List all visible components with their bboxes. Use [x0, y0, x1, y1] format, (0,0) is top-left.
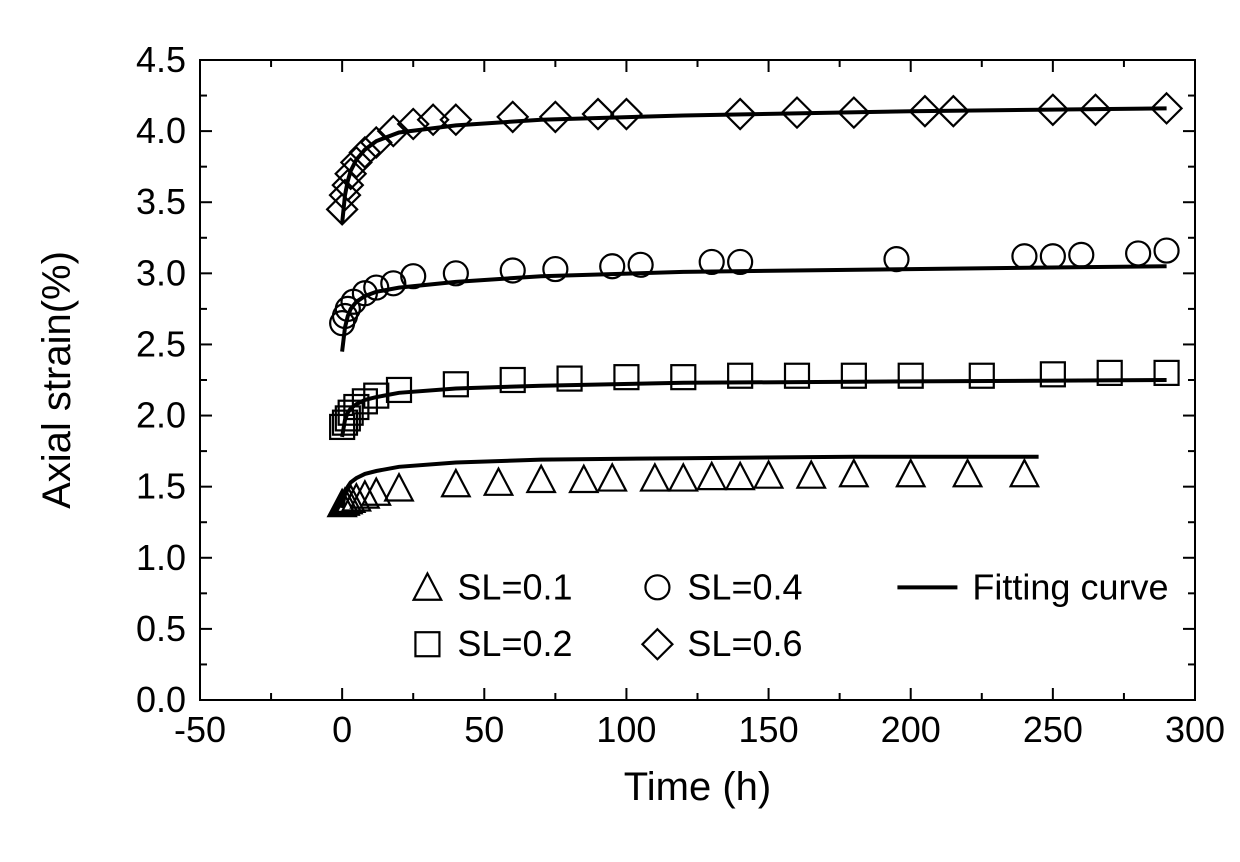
y-tick-label: 4.5: [136, 39, 186, 80]
y-tick-label: 1.0: [136, 537, 186, 578]
legend-item-sl04: SL=0.4: [645, 566, 802, 607]
x-tick-label: 150: [739, 709, 799, 750]
y-tick-label: 1.5: [136, 466, 186, 507]
y-tick-label: 2.5: [136, 323, 186, 364]
series-sl06: [327, 93, 1181, 224]
scatter-series: [327, 93, 1181, 516]
y-tick-labels: 0.0 0.5 1.0 1.5 2.0 2.5 3.0 3.5 4.0 4.5: [136, 39, 186, 720]
legend-label: SL=0.6: [687, 623, 802, 664]
x-tick-labels: -50050100150200250300: [174, 709, 1225, 750]
y-tick-label: 0.0: [136, 679, 186, 720]
legend-item-sl06: SL=0.6: [642, 623, 802, 664]
x-tick-label: 100: [596, 709, 656, 750]
series-sl02: [330, 361, 1178, 439]
y-axis-title: Axial strain(%): [35, 251, 79, 509]
legend-label: SL=0.1: [457, 566, 572, 607]
legend-item-sl02: SL=0.2: [415, 623, 572, 664]
creep-chart: -50050100150200250300 0.00.51.01.52.02.5…: [0, 0, 1240, 862]
x-axis-title: Time (h): [624, 765, 771, 809]
legend-label: SL=0.4: [687, 566, 802, 607]
fit-curve-sl02: [342, 380, 1167, 437]
fitting-curves: [342, 108, 1167, 508]
x-tick-label: 300: [1165, 709, 1225, 750]
series-sl01: [328, 460, 1038, 516]
y-tick-label: 3.5: [136, 181, 186, 222]
x-tick-label: 200: [881, 709, 941, 750]
y-tick-label: 3.0: [136, 252, 186, 293]
x-tick-label: 250: [1023, 709, 1083, 750]
y-tick-label: 4.0: [136, 110, 186, 151]
x-tick-label: 50: [464, 709, 504, 750]
chart-container: -50050100150200250300 0.00.51.01.52.02.5…: [0, 0, 1240, 862]
y-tick-label: 2.0: [136, 395, 186, 436]
legend: SL=0.1 SL=0.4 Fitting curve SL=0.2 SL=0.6: [414, 566, 1169, 664]
legend-label: SL=0.2: [457, 623, 572, 664]
legend-item-sl01: SL=0.1: [414, 566, 573, 607]
fit-curve-sl01: [342, 457, 1039, 508]
x-tick-label: 0: [332, 709, 352, 750]
legend-label: Fitting curve: [972, 566, 1168, 607]
series-sl04: [330, 239, 1178, 336]
y-tick-label: 0.5: [136, 608, 186, 649]
legend-item-fit: Fitting curve: [897, 566, 1168, 607]
